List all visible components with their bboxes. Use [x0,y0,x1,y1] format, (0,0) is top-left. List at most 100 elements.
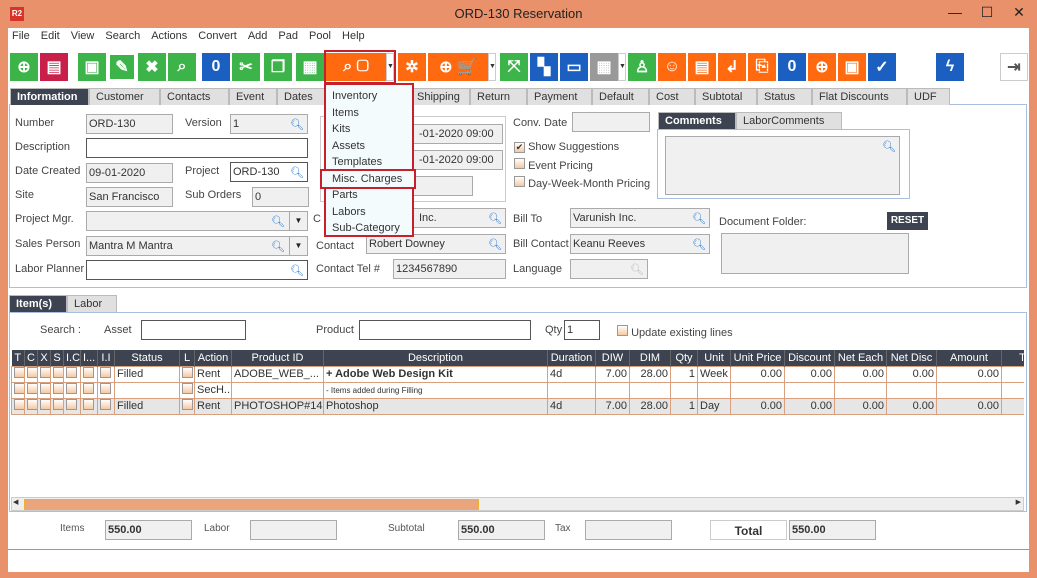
search-icon[interactable]: 🔍︎ [290,265,304,277]
minimize-button[interactable]: — [948,4,962,20]
column-header[interactable]: Description [323,350,548,366]
tab-customer[interactable]: Customer [89,88,160,105]
menu-item-items[interactable]: Items [332,106,359,119]
search-icon[interactable]: 🔍︎ [630,264,644,276]
menu-add[interactable]: Add [247,30,268,42]
new-document-button[interactable]: ⊕ [10,53,38,81]
lightning-button[interactable]: ϟ [936,53,964,81]
cell-cb[interactable] [179,397,195,415]
menu-item-parts[interactable]: Parts [332,189,358,201]
product-search-input[interactable] [359,320,531,340]
search-icon[interactable]: 🔍︎ [882,141,896,153]
calendar-button[interactable]: ▦ [590,53,618,81]
print-button[interactable]: ▤ [40,53,68,81]
search-icon[interactable]: 🔍︎ [692,239,706,251]
cell-cb[interactable] [179,365,195,383]
row-checkbox-cell[interactable] [24,365,38,383]
menu-file[interactable]: File [12,30,30,42]
date-created-field[interactable]: 09-01-2020 [86,163,173,183]
copy-button[interactable]: ❐ [264,53,292,81]
row-checkbox-cell[interactable] [50,365,64,383]
row-checkbox-cell[interactable] [37,397,51,415]
search-icon[interactable]: 🔍︎ [290,119,304,131]
menu-convert[interactable]: Convert [198,30,237,42]
table-row[interactable]: SecH... - Items added during Filling [11,381,1024,399]
edit-pencil-button[interactable]: ✎ [108,53,136,81]
column-header[interactable]: C [24,350,38,366]
row-checkbox-cell[interactable] [97,381,115,399]
toolbar-dropdown-arrow[interactable]: ▼ [618,53,626,81]
asset-search-input[interactable] [141,320,246,340]
row-checkbox-cell[interactable] [37,365,51,383]
row-checkbox-cell[interactable] [50,381,64,399]
comments-textarea[interactable]: 🔍︎ [665,136,900,195]
tab-labor[interactable]: Labor [67,295,117,312]
menu-pool[interactable]: Pool [308,30,332,42]
row-checkbox-cell[interactable] [80,381,98,399]
column-header[interactable]: Qty [670,350,698,366]
menu-item-misc-charges[interactable]: Misc. Charges [320,168,416,189]
tab-flat-discounts[interactable]: Flat Discounts [812,88,907,105]
row-checkbox-cell[interactable] [11,397,25,415]
cell-cb[interactable] [179,381,195,399]
row-checkbox-cell[interactable] [97,365,115,383]
column-header[interactable]: T [11,350,25,366]
conv-date-field[interactable] [572,112,650,132]
document-folder-field[interactable] [721,233,909,274]
expand-button[interactable]: ⤧ [500,53,528,81]
tab-comments[interactable]: Comments [658,112,736,129]
project-field[interactable]: ORD-130 🔍︎ [230,162,308,182]
paste-button[interactable]: ▦ [296,53,324,81]
row-checkbox-cell[interactable] [11,381,25,399]
event-pricing-checkbox[interactable]: Event Pricing [514,158,593,172]
menu-help[interactable]: Help [342,30,365,42]
scroll-right-icon[interactable]: ▶ [1015,499,1021,506]
toolbar-dropdown-arrow[interactable]: ▼ [488,53,496,81]
column-header[interactable]: X [37,350,51,366]
hierarchy-button[interactable]: ♙ [628,53,656,81]
tab-subtotal[interactable]: Subtotal [695,88,757,105]
coins-add-button[interactable]: ⊕ [808,53,836,81]
end-date-field[interactable]: -01-2020 09:00 [405,150,503,170]
column-header[interactable]: DIM [629,350,671,366]
version-field[interactable]: 1 🔍︎ [230,114,308,134]
tab-udf[interactable]: UDF [907,88,950,105]
bill-contact-field[interactable]: Keanu Reeves 🔍︎ [570,234,710,254]
row-checkbox-cell[interactable] [80,397,98,415]
column-header[interactable]: Tot [1001,350,1024,366]
menu-actions[interactable]: Actions [151,30,188,42]
menu-item-kits[interactable]: Kits [332,123,351,135]
chevron-down-icon[interactable]: ▼ [289,212,307,230]
row-checkbox-cell[interactable] [63,365,81,383]
menu-item-inventory[interactable]: Inventory [332,90,378,102]
scroll-button[interactable]: ▤ [688,53,716,81]
row-checkbox-cell[interactable] [24,381,38,399]
tab-cost[interactable]: Cost [649,88,695,105]
column-header[interactable]: Status [114,350,180,366]
column-header[interactable]: I.C [63,350,81,366]
column-header[interactable]: Product ID [231,350,324,366]
tab-event[interactable]: Event [229,88,277,105]
show-suggestions-checkbox[interactable]: ✔ Show Suggestions [514,141,619,153]
chat-button[interactable]: ▭ [560,53,588,81]
column-header[interactable]: DIW [595,350,630,366]
tab-shipping[interactable]: Shipping [410,88,470,105]
site-field[interactable]: San Francisco [86,187,173,207]
row-checkbox-cell[interactable] [24,397,38,415]
row-checkbox-cell[interactable] [50,397,64,415]
menu-view[interactable]: View [70,30,95,42]
qty-input[interactable]: 1 [564,320,600,340]
tab-return[interactable]: Return [470,88,527,105]
menu-item-assets[interactable]: Assets [332,139,366,152]
search-button[interactable]: ⌕ [168,53,196,81]
column-header[interactable]: Action [194,350,232,366]
close-button[interactable]: ✕ [1013,4,1025,20]
contact-field[interactable]: Robert Downey 🔍︎ [366,234,506,254]
exit-button[interactable]: ⇥ [1000,53,1028,81]
row-checkbox-cell[interactable] [80,365,98,383]
tab-payment[interactable]: Payment [527,88,592,105]
search-icon[interactable]: 🔍︎ [290,167,304,179]
horizontal-scrollbar[interactable]: ◀ ▶ [11,497,1024,511]
menu-search[interactable]: Search [105,30,141,42]
toolbar-dropdown-arrow[interactable]: ▼ [386,53,394,81]
